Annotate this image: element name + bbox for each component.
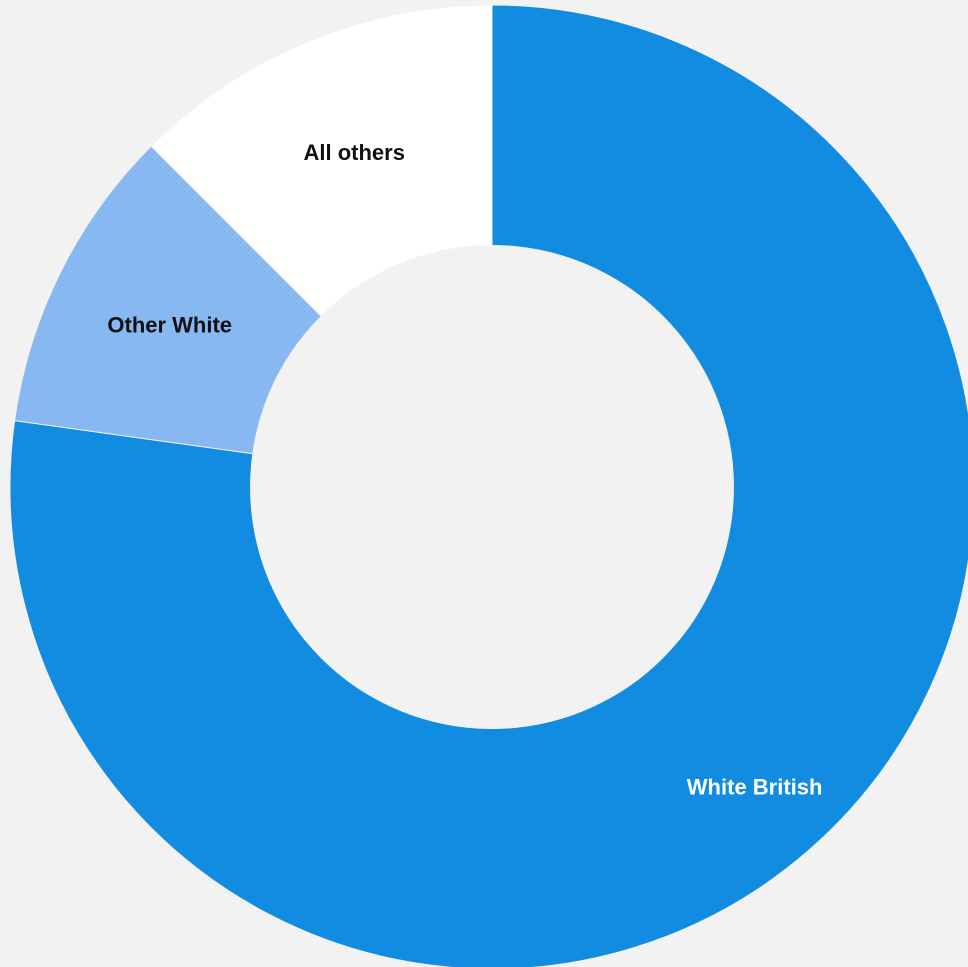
chart-labels: White British Other White All others (107, 140, 822, 799)
donut-hole (250, 245, 734, 729)
label-other-white: Other White (107, 312, 232, 337)
label-all-others: All others (303, 140, 404, 165)
label-white-british: White British (687, 775, 823, 800)
slice-white-british (9, 4, 968, 967)
